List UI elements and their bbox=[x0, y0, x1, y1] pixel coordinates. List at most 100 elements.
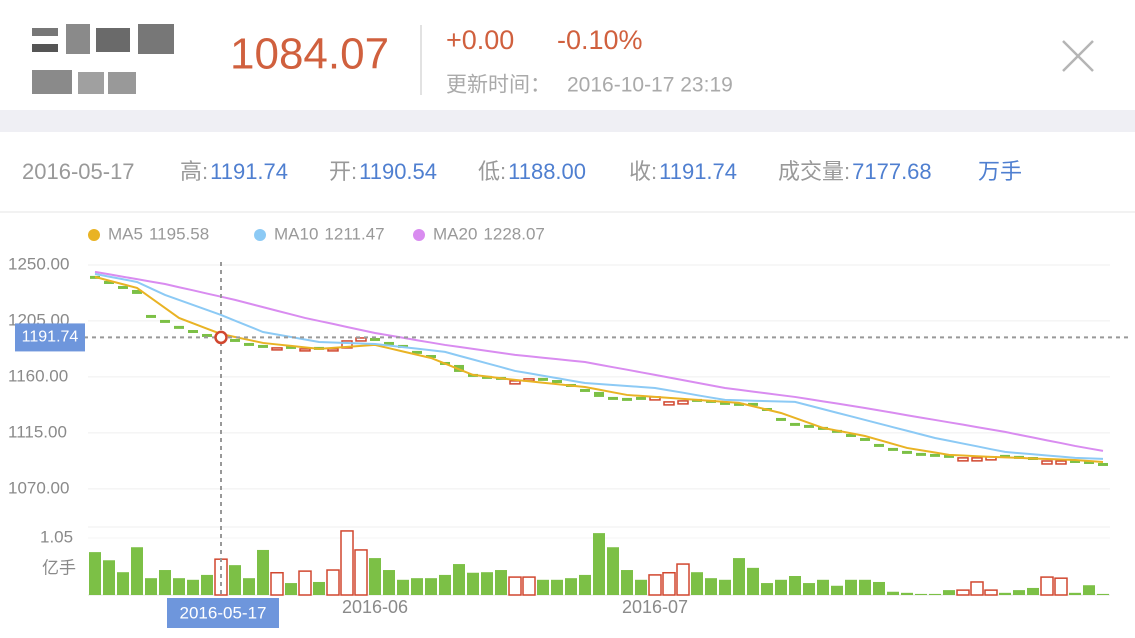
info-label: 收: bbox=[629, 159, 657, 184]
candle bbox=[509, 380, 521, 385]
volume-bar bbox=[984, 589, 998, 596]
volume-bar bbox=[761, 583, 773, 595]
volume-bar bbox=[467, 572, 479, 595]
volume-bar bbox=[173, 578, 185, 595]
volume-bar bbox=[635, 579, 647, 595]
candle bbox=[930, 453, 940, 457]
candle bbox=[720, 401, 730, 405]
volume-bar bbox=[901, 592, 913, 595]
volume-bar bbox=[285, 583, 297, 595]
volume-bar bbox=[1054, 577, 1068, 596]
candle bbox=[1070, 459, 1080, 463]
info-label: 开: bbox=[329, 159, 357, 184]
cursor-x-label: 2016-05-17 bbox=[180, 603, 267, 622]
volume-bar bbox=[439, 574, 451, 595]
blur-block bbox=[32, 70, 72, 94]
volume-bar bbox=[887, 591, 899, 595]
volume-bar bbox=[537, 579, 549, 595]
stock-name-blurred bbox=[32, 24, 174, 94]
blur-block bbox=[78, 72, 104, 94]
legend-value: 1195.58 bbox=[149, 224, 209, 243]
volume-bar bbox=[817, 579, 829, 595]
volume-bar bbox=[481, 572, 493, 595]
volume-bar bbox=[187, 579, 199, 595]
legend-dot bbox=[254, 229, 266, 241]
volume-bar bbox=[1083, 585, 1095, 595]
candle bbox=[1098, 462, 1108, 466]
cursor-point bbox=[214, 330, 228, 345]
volume-bar bbox=[579, 574, 591, 595]
volume-bar bbox=[915, 593, 927, 595]
candle bbox=[594, 391, 604, 397]
volume-bar bbox=[425, 578, 437, 595]
info-value: 7177.68 bbox=[852, 159, 932, 184]
candle bbox=[608, 396, 618, 400]
candle bbox=[748, 402, 758, 406]
volume-bar bbox=[201, 574, 213, 595]
candle bbox=[622, 397, 632, 401]
volume-bar bbox=[522, 576, 536, 596]
volume-bar bbox=[929, 593, 941, 595]
volume-bar bbox=[145, 578, 157, 595]
volume-bar bbox=[775, 579, 787, 595]
cursor-x-box bbox=[167, 598, 279, 628]
volume-bar bbox=[691, 572, 703, 595]
ma-line bbox=[94, 272, 1104, 460]
blur-block bbox=[32, 44, 58, 52]
candle bbox=[874, 443, 884, 447]
candle bbox=[790, 422, 800, 426]
candle bbox=[412, 350, 422, 354]
chart: MA5 1195.58 MA10 1211.47 MA20 1228.07 1250.00 1… bbox=[8, 224, 1128, 628]
close-button[interactable] bbox=[1062, 40, 1094, 72]
volume-bar bbox=[733, 558, 745, 595]
candle bbox=[160, 319, 170, 323]
candle bbox=[271, 347, 283, 351]
blur-block bbox=[66, 24, 90, 54]
candle bbox=[230, 338, 240, 342]
blur-block bbox=[108, 72, 136, 94]
blur-block bbox=[138, 24, 174, 54]
volume-bar bbox=[662, 571, 676, 596]
info-value: 1188.00 bbox=[508, 159, 586, 184]
candle bbox=[552, 380, 562, 383]
volume-bar bbox=[453, 564, 465, 595]
candle bbox=[1084, 460, 1094, 464]
volume-bar bbox=[229, 565, 241, 595]
x-tick-label: 2016-06 bbox=[342, 597, 408, 617]
candle bbox=[944, 454, 954, 458]
candle bbox=[426, 355, 436, 358]
legend-name: MA20 bbox=[433, 224, 477, 243]
info-date: 2016-05-17 bbox=[22, 159, 135, 184]
info-value: 1191.74 bbox=[210, 159, 288, 184]
candle bbox=[636, 396, 646, 400]
candle bbox=[663, 401, 675, 406]
volume-bar bbox=[383, 570, 395, 595]
volume-bar bbox=[621, 570, 633, 595]
volume-bar bbox=[607, 547, 619, 595]
candle bbox=[1041, 460, 1053, 465]
volume-unit: 亿手 bbox=[42, 558, 76, 577]
candle bbox=[384, 341, 394, 345]
volume-bar bbox=[1027, 587, 1039, 595]
info-label: 成交量: bbox=[778, 159, 850, 184]
volume-bar bbox=[565, 578, 577, 595]
candle bbox=[538, 377, 548, 381]
candle bbox=[888, 447, 898, 451]
volume-bar bbox=[313, 581, 325, 595]
volume-bar bbox=[956, 589, 970, 596]
volume-bar bbox=[495, 570, 507, 595]
candle bbox=[734, 402, 744, 406]
candle bbox=[804, 424, 814, 428]
ma-line bbox=[94, 275, 1104, 463]
candle bbox=[299, 348, 311, 352]
info-value: 1191.74 bbox=[659, 159, 737, 184]
candle bbox=[132, 289, 142, 294]
volume-bar bbox=[89, 552, 101, 595]
volume-bar bbox=[508, 576, 522, 596]
info-label: 高: bbox=[180, 159, 208, 184]
volume-bar bbox=[257, 549, 269, 595]
candle bbox=[580, 388, 590, 392]
candle bbox=[202, 333, 212, 337]
price: 1084.07 bbox=[230, 30, 389, 79]
